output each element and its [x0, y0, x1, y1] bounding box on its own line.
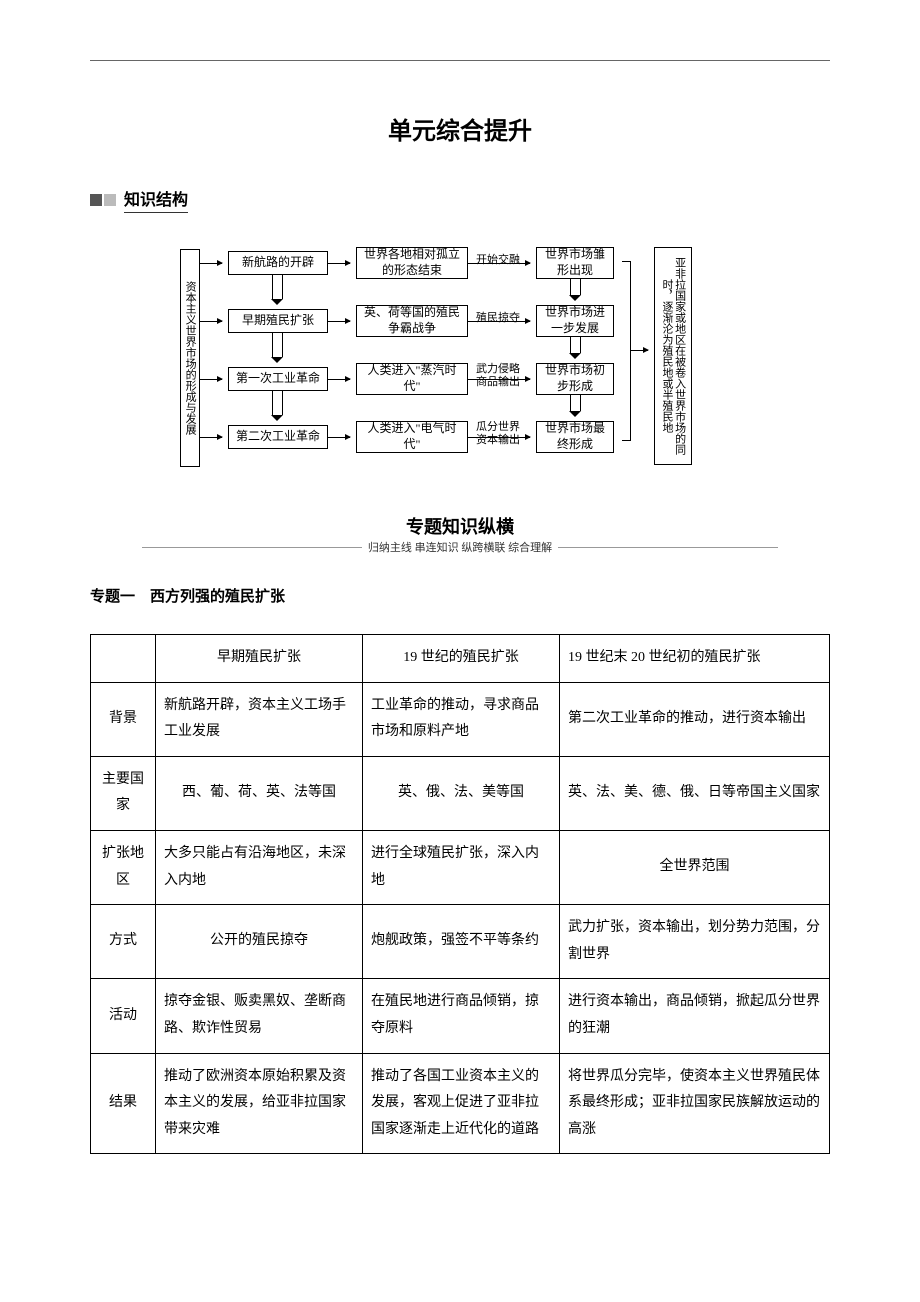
arrow-icon [468, 379, 530, 380]
flow-node: 世界市场初步形成 [536, 363, 614, 395]
table-row: 主要国家 西、葡、荷、英、法等国 英、俄、法、美等国 英、法、美、德、俄、日等帝… [91, 756, 830, 830]
flow-edge-label: 开始交融 [476, 251, 520, 267]
flow-node: 人类进入"蒸汽时代" [356, 363, 468, 395]
table-cell: 进行资本输出，商品倾销，掀起瓜分世界的狂潮 [560, 979, 830, 1053]
section-header-knowledge: 知识结构 [90, 186, 830, 213]
arrow-icon [328, 321, 350, 322]
table-cell: 英、法、美、德、俄、日等帝国主义国家 [560, 756, 830, 830]
table-cell: 背景 [91, 682, 156, 756]
arrow-icon [200, 379, 222, 380]
arrow-icon [200, 437, 222, 438]
table-cell: 推动了各国工业资本主义的发展，客观上促进了亚非拉国家逐渐走上近代化的道路 [363, 1053, 560, 1154]
square-icon [90, 194, 102, 206]
flow-node: 世界市场最终形成 [536, 421, 614, 453]
comparison-table: 早期殖民扩张 19 世纪的殖民扩张 19 世纪末 20 世纪初的殖民扩张 背景 … [90, 634, 830, 1154]
rule-line [558, 547, 778, 548]
arrow-icon [468, 263, 530, 264]
arrow-down-icon [570, 279, 581, 301]
table-cell: 早期殖民扩张 [156, 635, 363, 683]
subtitle-sub-text: 归纳主线 串连知识 纵跨横联 综合理解 [368, 539, 552, 555]
flow-node: 第一次工业革命 [228, 367, 328, 391]
subtitle-sub: 归纳主线 串连知识 纵跨横联 综合理解 [90, 539, 830, 555]
arrow-icon [468, 321, 530, 322]
table-cell: 工业革命的推动，寻求商品市场和原料产地 [363, 682, 560, 756]
main-title: 单元综合提升 [90, 111, 830, 146]
flow-right-label: 亚非拉国家或地区在被卷入世界市场的同时，逐渐沦为殖民地或半殖民地 [654, 247, 692, 465]
arrow-down-icon [570, 337, 581, 359]
table-cell [91, 635, 156, 683]
table-cell: 主要国家 [91, 756, 156, 830]
table-cell: 结果 [91, 1053, 156, 1154]
table-cell: 第二次工业革命的推动，进行资本输出 [560, 682, 830, 756]
bracket-icon [622, 261, 631, 441]
subtitle-block: 专题知识纵横 归纳主线 串连知识 纵跨横联 综合理解 [90, 513, 830, 555]
table-row: 活动 掠夺金银、贩卖黑奴、垄断商路、欺诈性贸易 在殖民地进行商品倾销，掠夺原料 … [91, 979, 830, 1053]
table-cell: 活动 [91, 979, 156, 1053]
table-cell: 公开的殖民掠夺 [156, 905, 363, 979]
flow-edge-label: 殖民掠夺 [476, 309, 520, 325]
flow-node: 新航路的开辟 [228, 251, 328, 275]
flow-node: 早期殖民扩张 [228, 309, 328, 333]
table-cell: 掠夺金银、贩卖黑奴、垄断商路、欺诈性贸易 [156, 979, 363, 1053]
section-label: 知识结构 [124, 186, 188, 213]
table-cell: 全世界范围 [560, 830, 830, 904]
arrow-icon [630, 350, 648, 351]
arrow-down-icon [272, 333, 283, 363]
flow-edge-label: 瓜分世界 资本输出 [476, 421, 520, 447]
table-cell: 西、葡、荷、英、法等国 [156, 756, 363, 830]
topic-title: 专题一 西方列强的殖民扩张 [90, 585, 830, 606]
flow-edge-label: 武力侵略 商品输出 [476, 363, 520, 389]
top-rule [90, 60, 830, 61]
table-cell: 炮舰政策，强签不平等条约 [363, 905, 560, 979]
flow-node: 世界各地相对孤立的形态结束 [356, 247, 468, 279]
arrow-down-icon [272, 391, 283, 421]
table-row: 方式 公开的殖民掠夺 炮舰政策，强签不平等条约 武力扩张，资本输出，划分势力范围… [91, 905, 830, 979]
arrow-icon [328, 437, 350, 438]
table-cell: 武力扩张，资本输出，划分势力范围，分割世界 [560, 905, 830, 979]
arrow-icon [468, 437, 530, 438]
flow-node: 人类进入"电气时代" [356, 421, 468, 453]
table-cell: 大多只能占有沿海地区，未深入内地 [156, 830, 363, 904]
arrow-down-icon [570, 395, 581, 417]
arrow-icon [328, 379, 350, 380]
table-cell: 将世界瓜分完毕，使资本主义世界殖民体系最终形成；亚非拉国家民族解放运动的高涨 [560, 1053, 830, 1154]
arrow-icon [328, 263, 350, 264]
table-cell: 英、俄、法、美等国 [363, 756, 560, 830]
flow-node: 世界市场雏形出现 [536, 247, 614, 279]
arrow-down-icon [272, 275, 283, 305]
arrow-icon [200, 263, 222, 264]
table-row: 早期殖民扩张 19 世纪的殖民扩张 19 世纪末 20 世纪初的殖民扩张 [91, 635, 830, 683]
page-root: 单元综合提升 知识结构 资本主义世界市场的形成与发展 新航路的开辟 世界各地相对… [0, 0, 920, 1194]
table-row: 扩张地区 大多只能占有沿海地区，未深入内地 进行全球殖民扩张，深入内地 全世界范… [91, 830, 830, 904]
rule-line [142, 547, 362, 548]
flowchart: 资本主义世界市场的形成与发展 新航路的开辟 世界各地相对孤立的形态结束 开始交融… [180, 243, 740, 473]
flow-node: 世界市场进一步发展 [536, 305, 614, 337]
table-cell: 新航路开辟，资本主义工场手工业发展 [156, 682, 363, 756]
table-cell: 进行全球殖民扩张，深入内地 [363, 830, 560, 904]
table-cell: 在殖民地进行商品倾销，掠夺原料 [363, 979, 560, 1053]
table-cell: 推动了欧洲资本原始积累及资本主义的发展，给亚非拉国家带来灾难 [156, 1053, 363, 1154]
flow-left-label: 资本主义世界市场的形成与发展 [180, 249, 200, 467]
flow-node: 英、荷等国的殖民争霸战争 [356, 305, 468, 337]
arrow-icon [200, 321, 222, 322]
flow-node: 第二次工业革命 [228, 425, 328, 449]
table-cell: 19 世纪的殖民扩张 [363, 635, 560, 683]
table-cell: 方式 [91, 905, 156, 979]
square-icon-light [104, 194, 116, 206]
subtitle-main: 专题知识纵横 [90, 513, 830, 539]
table-cell: 19 世纪末 20 世纪初的殖民扩张 [560, 635, 830, 683]
table-row: 结果 推动了欧洲资本原始积累及资本主义的发展，给亚非拉国家带来灾难 推动了各国工… [91, 1053, 830, 1154]
table-cell: 扩张地区 [91, 830, 156, 904]
table-row: 背景 新航路开辟，资本主义工场手工业发展 工业革命的推动，寻求商品市场和原料产地… [91, 682, 830, 756]
